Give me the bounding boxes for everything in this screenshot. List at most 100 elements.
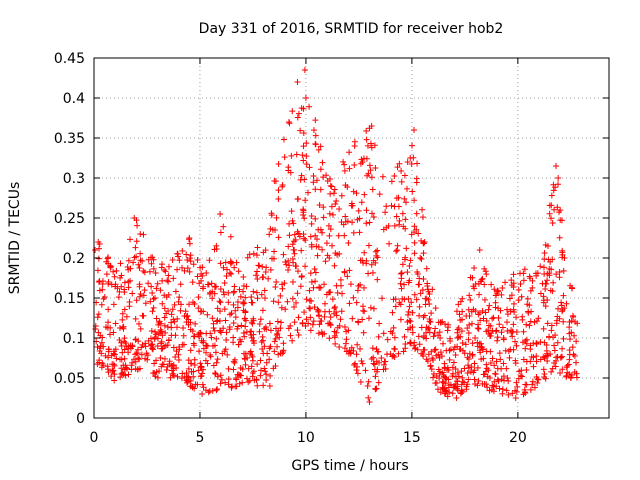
data-point — [362, 367, 369, 374]
data-point — [363, 127, 370, 134]
data-point — [402, 345, 409, 352]
data-point — [427, 363, 434, 370]
data-point — [449, 390, 456, 397]
data-point — [421, 346, 428, 353]
data-point — [110, 268, 117, 275]
data-point — [153, 331, 160, 338]
data-point — [305, 189, 312, 196]
data-point — [468, 320, 475, 327]
data-point — [259, 263, 266, 270]
data-point — [379, 173, 386, 180]
data-point — [381, 358, 388, 365]
data-point — [392, 303, 399, 310]
data-point — [411, 197, 418, 204]
data-point — [558, 217, 565, 224]
data-point — [526, 302, 533, 309]
data-point — [366, 162, 373, 169]
data-point — [346, 267, 353, 274]
data-point — [500, 360, 507, 367]
data-point — [547, 258, 554, 265]
data-point — [136, 356, 143, 363]
data-point — [444, 393, 451, 400]
data-point — [401, 256, 408, 263]
data-point — [209, 295, 216, 302]
data-point — [117, 356, 124, 363]
data-point — [243, 283, 250, 290]
data-point — [275, 160, 282, 167]
data-point — [483, 328, 490, 335]
data-point — [548, 327, 555, 334]
data-point — [497, 307, 504, 314]
data-point — [246, 251, 253, 258]
data-point — [287, 169, 294, 176]
data-point — [257, 367, 264, 374]
data-point — [370, 360, 377, 367]
data-point — [195, 367, 202, 374]
data-point — [247, 328, 254, 335]
data-point — [354, 370, 361, 377]
data-point — [234, 304, 241, 311]
data-point — [430, 374, 437, 381]
data-point — [289, 108, 296, 115]
data-point — [465, 330, 472, 337]
data-point — [425, 324, 432, 331]
data-point — [334, 289, 341, 296]
data-point — [172, 353, 179, 360]
data-point — [323, 240, 330, 247]
data-point — [337, 276, 344, 283]
data-point — [117, 260, 124, 267]
data-point — [519, 339, 526, 346]
data-point — [230, 366, 237, 373]
data-point — [194, 273, 201, 280]
data-point — [567, 374, 574, 381]
data-point — [266, 356, 273, 363]
y-tick-label: 0.4 — [63, 91, 85, 107]
data-point — [247, 331, 254, 338]
data-point — [261, 365, 268, 372]
data-point — [555, 305, 562, 312]
data-point — [333, 282, 340, 289]
data-point — [549, 365, 556, 372]
data-point — [277, 292, 284, 299]
data-point — [286, 220, 293, 227]
data-point — [135, 261, 142, 268]
data-point — [294, 268, 301, 275]
data-point — [211, 342, 218, 349]
data-point — [422, 295, 429, 302]
data-point — [96, 245, 103, 252]
data-point — [125, 266, 132, 273]
data-point — [384, 351, 391, 358]
data-point — [242, 309, 249, 316]
data-point — [329, 296, 336, 303]
data-point — [271, 178, 278, 185]
data-point — [328, 203, 335, 210]
data-point — [331, 310, 338, 317]
data-point — [307, 305, 314, 312]
data-point — [231, 359, 238, 366]
data-point — [185, 365, 192, 372]
data-point — [119, 316, 126, 323]
data-point — [424, 282, 431, 289]
data-point — [416, 275, 423, 282]
data-point — [230, 339, 237, 346]
data-point — [489, 327, 496, 334]
data-point — [422, 301, 429, 308]
data-point — [519, 373, 526, 380]
data-point — [477, 317, 484, 324]
data-point — [432, 346, 439, 353]
data-point — [195, 294, 202, 301]
data-point — [242, 294, 249, 301]
data-point — [417, 290, 424, 297]
data-point — [508, 277, 515, 284]
data-point — [550, 279, 557, 286]
data-point — [452, 352, 459, 359]
data-point — [372, 385, 379, 392]
data-point — [262, 247, 269, 254]
data-point — [289, 337, 296, 344]
data-point — [327, 190, 334, 197]
data-point — [372, 165, 379, 172]
data-point — [399, 295, 406, 302]
data-point — [349, 219, 356, 226]
data-point — [397, 280, 404, 287]
data-point — [216, 298, 223, 305]
